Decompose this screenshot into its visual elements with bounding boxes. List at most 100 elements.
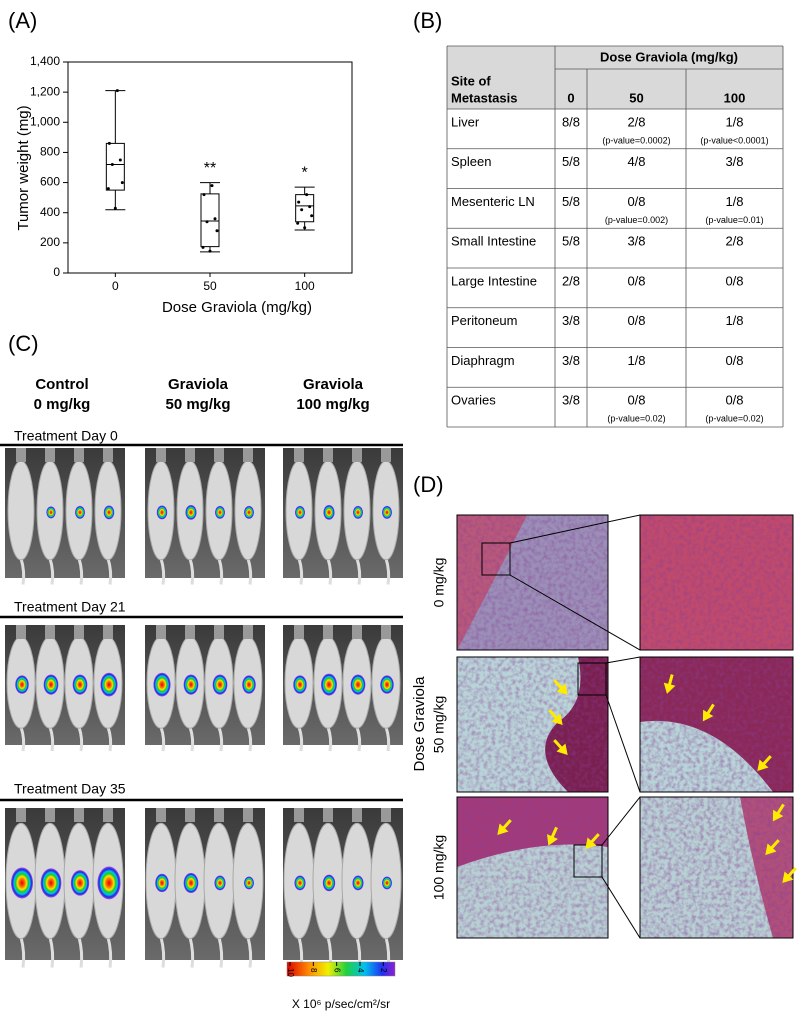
tail	[188, 936, 195, 968]
y-tick-label: 400	[40, 205, 60, 219]
data-point	[303, 226, 307, 230]
signal	[43, 674, 59, 695]
cell: 0/8	[725, 393, 743, 408]
holder	[45, 448, 55, 462]
tail	[77, 558, 84, 585]
signal	[46, 506, 56, 519]
tail	[188, 726, 195, 752]
data-point	[205, 220, 209, 224]
box	[295, 194, 315, 223]
tail	[106, 726, 113, 752]
cell: 1/8	[627, 353, 645, 368]
data-point	[107, 141, 111, 145]
histology-panel: Dose Graviola 0 mg/kg 50 mg/kg 100 mg/kg	[411, 514, 797, 939]
tail	[217, 936, 224, 968]
cell: 0/8	[725, 273, 743, 288]
holder	[243, 448, 253, 462]
site: Large Intestine	[451, 273, 537, 288]
tail	[246, 558, 253, 585]
site: Mesenteric LN	[451, 194, 535, 209]
signal	[382, 505, 392, 519]
cell: 8/8	[562, 114, 580, 129]
holder	[156, 625, 166, 639]
cell: 1/8	[725, 313, 743, 328]
header-bg	[447, 46, 783, 109]
tail	[106, 936, 113, 968]
signal	[323, 505, 335, 520]
cell: 0/8	[725, 353, 743, 368]
y-tick-label: 0	[53, 265, 60, 279]
colorbar-tick-label: 4	[356, 968, 365, 973]
site-header: Site of	[451, 73, 491, 88]
tail	[19, 726, 26, 752]
tail	[384, 726, 391, 752]
y-tick-label: 1,000	[30, 114, 60, 128]
holder	[294, 625, 304, 639]
tail	[297, 726, 304, 752]
row-label: 0 mg/kg	[431, 558, 447, 608]
holder	[352, 448, 362, 462]
holder	[74, 448, 84, 462]
signal	[212, 674, 228, 695]
signal	[183, 674, 199, 695]
holder	[294, 448, 304, 462]
signal	[103, 505, 115, 520]
panel-label: (C)	[8, 331, 39, 356]
dose-column: 0	[567, 90, 574, 105]
colorbar-tick-label: 6	[333, 968, 342, 973]
arrow-head	[585, 837, 597, 849]
holder	[323, 808, 333, 822]
signal	[322, 874, 336, 892]
row-label: 50 mg/kg	[431, 696, 447, 754]
data-point	[210, 184, 214, 188]
frame	[639, 514, 794, 651]
significance: **	[204, 160, 216, 177]
holder	[45, 808, 55, 822]
zoom-line	[509, 514, 641, 544]
tail	[188, 558, 195, 585]
cell: 1/8	[725, 114, 743, 129]
site: Small Intestine	[451, 234, 536, 249]
tail	[326, 558, 333, 585]
data-point	[202, 193, 206, 197]
section-title: Treatment Day 0	[14, 428, 118, 444]
cell: 2/8	[627, 114, 645, 129]
signal	[242, 675, 256, 694]
signal	[11, 867, 33, 899]
cell: 3/8	[562, 393, 580, 408]
p-value: (p-value=0.01)	[705, 215, 763, 225]
arrow-head	[782, 871, 794, 883]
cell: 3/8	[627, 234, 645, 249]
zoom-box	[577, 662, 607, 696]
data-point	[201, 245, 205, 249]
tail	[355, 558, 362, 585]
cell: 4/8	[627, 154, 645, 169]
data-point	[106, 187, 110, 191]
signal	[352, 875, 364, 891]
p-value: (p-value=0.0002)	[602, 135, 670, 145]
tail	[217, 726, 224, 752]
arrow-head	[702, 709, 714, 722]
arrow-head	[556, 743, 568, 755]
zoom-line	[605, 656, 641, 664]
holder	[185, 625, 195, 639]
cell: 3/8	[725, 154, 743, 169]
x-tick-label: 100	[295, 279, 315, 293]
cell: 5/8	[562, 234, 580, 249]
section-title: Treatment Day 35	[14, 781, 126, 797]
dose-column: 50	[629, 90, 643, 105]
arrow-head	[757, 759, 769, 771]
data-point	[115, 89, 119, 93]
zoom-line	[509, 574, 641, 651]
holder	[45, 625, 55, 639]
y-tick-label: 1,200	[30, 84, 60, 98]
tail	[159, 726, 166, 752]
texture	[457, 515, 608, 650]
site: Diaphragm	[451, 353, 515, 368]
data-point	[118, 158, 122, 162]
cell: 2/8	[562, 273, 580, 288]
tail	[106, 558, 113, 585]
arrow-head	[497, 823, 509, 835]
holder	[16, 625, 26, 639]
